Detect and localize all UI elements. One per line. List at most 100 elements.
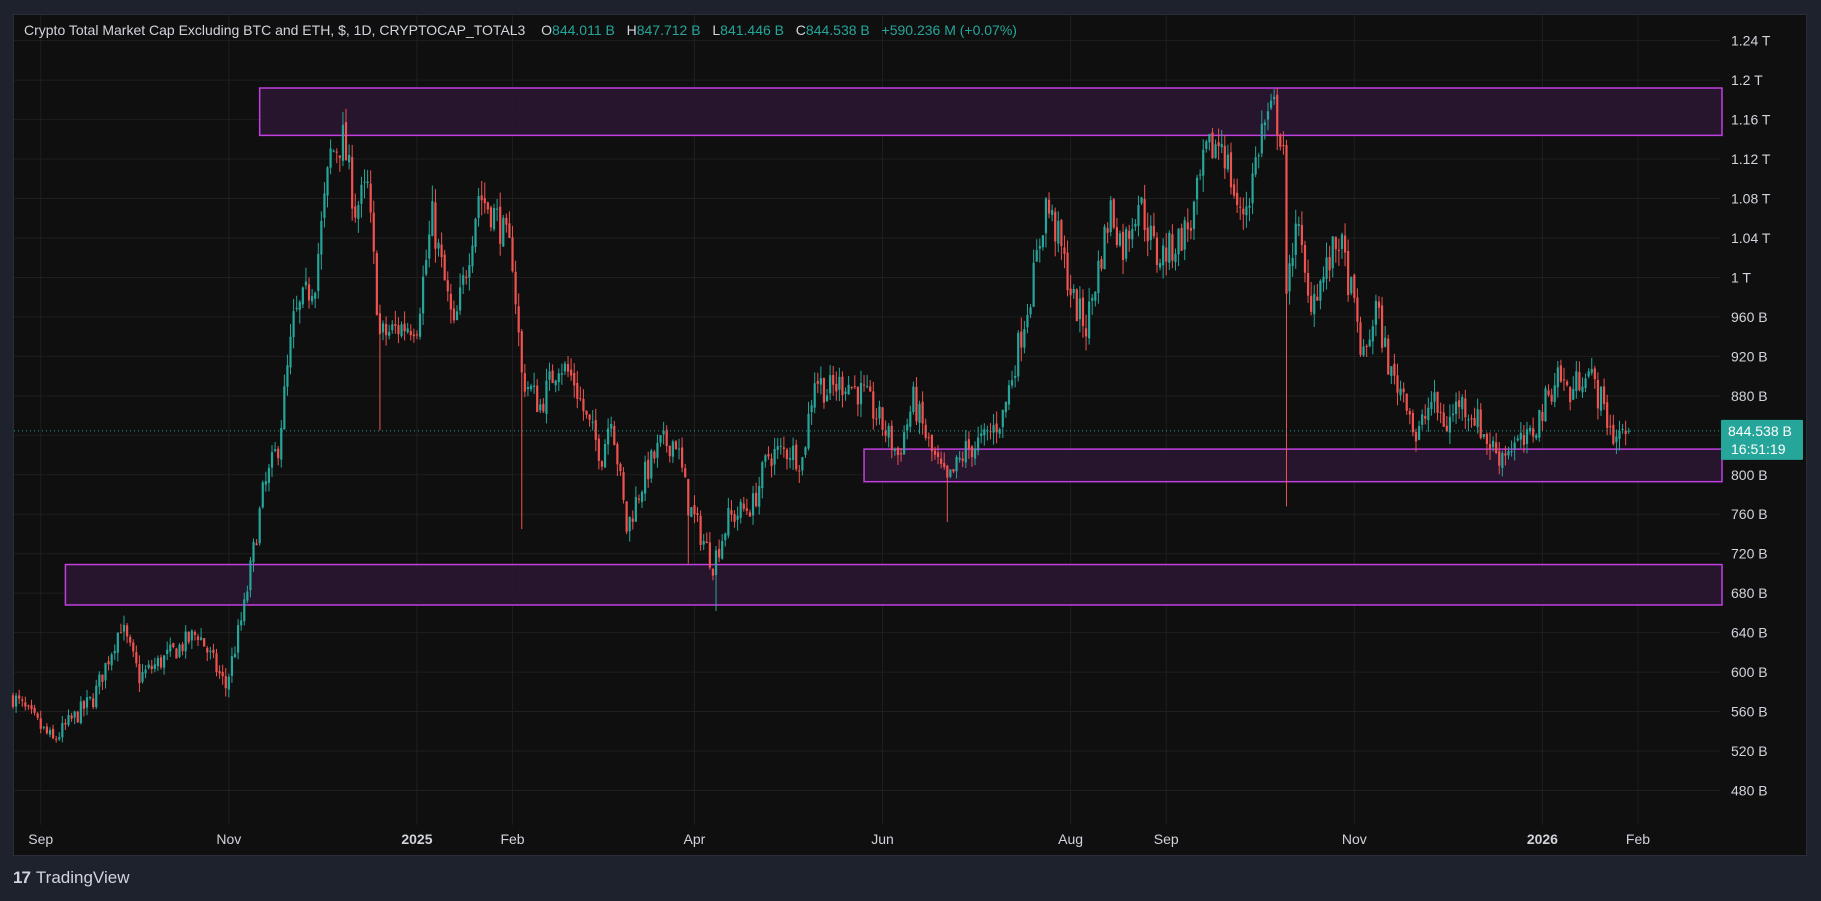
- candle-body[interactable]: [1128, 230, 1131, 239]
- candle-body[interactable]: [156, 658, 160, 667]
- candle-body[interactable]: [631, 518, 634, 522]
- candle-body[interactable]: [659, 435, 662, 443]
- candle-body[interactable]: [1442, 412, 1445, 427]
- candle-body[interactable]: [1359, 322, 1362, 355]
- candle-body[interactable]: [952, 469, 955, 472]
- candle-body[interactable]: [477, 196, 480, 218]
- candle-body[interactable]: [258, 508, 261, 544]
- candle-body[interactable]: [1516, 438, 1519, 441]
- candle-body[interactable]: [1020, 331, 1023, 348]
- candle-body[interactable]: [1380, 305, 1384, 348]
- candle-body[interactable]: [1405, 394, 1408, 411]
- candle-body[interactable]: [1007, 385, 1011, 405]
- candle-body[interactable]: [1060, 220, 1063, 247]
- candle-body[interactable]: [1297, 223, 1300, 226]
- candle-body[interactable]: [1609, 426, 1612, 428]
- candle-body[interactable]: [1587, 371, 1590, 377]
- candle-body[interactable]: [138, 664, 141, 684]
- candle-body[interactable]: [955, 457, 958, 472]
- candle-body[interactable]: [1316, 296, 1319, 301]
- candle-body[interactable]: [1599, 386, 1603, 411]
- candle-body[interactable]: [1479, 409, 1482, 438]
- candle-body[interactable]: [338, 155, 341, 158]
- candle-body[interactable]: [1559, 365, 1563, 382]
- candle-body[interactable]: [1026, 314, 1029, 328]
- candle-body[interactable]: [344, 122, 348, 161]
- candle-body[interactable]: [730, 510, 733, 515]
- candle-body[interactable]: [326, 167, 329, 196]
- candle-body[interactable]: [832, 374, 835, 385]
- candle-body[interactable]: [1041, 235, 1044, 248]
- candle-body[interactable]: [449, 293, 452, 310]
- candle-body[interactable]: [1276, 94, 1279, 136]
- candle-body[interactable]: [428, 234, 431, 259]
- candle-body[interactable]: [236, 625, 240, 653]
- candle-body[interactable]: [1347, 250, 1350, 296]
- candle-body[interactable]: [1232, 184, 1236, 196]
- candle-body[interactable]: [1081, 297, 1085, 327]
- candle-body[interactable]: [1550, 394, 1553, 402]
- candle-body[interactable]: [1319, 280, 1322, 301]
- candle-body[interactable]: [73, 711, 76, 718]
- candle-body[interactable]: [381, 323, 385, 333]
- symbol-title[interactable]: Crypto Total Market Cap Excluding BTC an…: [24, 22, 526, 38]
- candle-body[interactable]: [347, 155, 351, 163]
- candle-body[interactable]: [619, 464, 622, 472]
- candle-body[interactable]: [190, 630, 193, 641]
- candle-body[interactable]: [474, 218, 477, 247]
- candle-body[interactable]: [215, 653, 218, 672]
- candle-body[interactable]: [1168, 232, 1171, 263]
- candle-body[interactable]: [539, 404, 542, 411]
- candle-body[interactable]: [1408, 411, 1411, 415]
- candle-body[interactable]: [671, 441, 674, 457]
- candle-body[interactable]: [875, 418, 878, 420]
- candle-body[interactable]: [1575, 371, 1578, 392]
- candle-body[interactable]: [150, 665, 153, 670]
- candle-body[interactable]: [764, 455, 767, 462]
- candle-body[interactable]: [903, 432, 906, 455]
- candle-body[interactable]: [1553, 385, 1556, 402]
- candle-body[interactable]: [813, 383, 816, 408]
- candle-body[interactable]: [95, 685, 98, 708]
- candle-body[interactable]: [1251, 173, 1254, 204]
- candle-body[interactable]: [233, 653, 237, 658]
- candle-body[interactable]: [372, 212, 375, 252]
- candle-body[interactable]: [1035, 250, 1038, 262]
- candle-body[interactable]: [1260, 123, 1263, 154]
- candle-body[interactable]: [446, 280, 449, 292]
- candle-body[interactable]: [1572, 388, 1575, 400]
- candle-body[interactable]: [591, 421, 594, 423]
- candle-body[interactable]: [1501, 453, 1504, 468]
- candle-body[interactable]: [893, 448, 896, 451]
- candle-body[interactable]: [1229, 152, 1233, 188]
- candle-body[interactable]: [24, 702, 27, 707]
- candle-body[interactable]: [804, 447, 807, 456]
- candle-body[interactable]: [533, 385, 536, 387]
- candle-body[interactable]: [1602, 386, 1606, 404]
- candle-body[interactable]: [1134, 223, 1137, 227]
- candle-body[interactable]: [1618, 431, 1621, 439]
- candle-body[interactable]: [113, 650, 116, 654]
- candle-body[interactable]: [58, 737, 61, 740]
- candle-body[interactable]: [492, 208, 496, 230]
- candle-body[interactable]: [79, 701, 82, 724]
- candle-body[interactable]: [199, 637, 203, 640]
- candle-body[interactable]: [1411, 413, 1415, 433]
- candle-body[interactable]: [1448, 416, 1452, 433]
- candle-body[interactable]: [209, 650, 212, 652]
- candle-body[interactable]: [869, 386, 872, 392]
- candle-body[interactable]: [1010, 380, 1014, 386]
- candle-body[interactable]: [653, 451, 656, 459]
- candle-body[interactable]: [1522, 434, 1526, 445]
- candle-body[interactable]: [270, 452, 274, 468]
- candle-body[interactable]: [1624, 430, 1627, 435]
- candle-body[interactable]: [1593, 368, 1596, 380]
- candle-body[interactable]: [770, 458, 773, 467]
- candle-body[interactable]: [1621, 428, 1624, 431]
- candle-body[interactable]: [98, 674, 101, 687]
- candle-body[interactable]: [1439, 411, 1442, 413]
- candle-body[interactable]: [788, 458, 792, 460]
- candle-body[interactable]: [850, 386, 853, 388]
- candle-body[interactable]: [178, 644, 181, 657]
- candle-body[interactable]: [758, 485, 761, 507]
